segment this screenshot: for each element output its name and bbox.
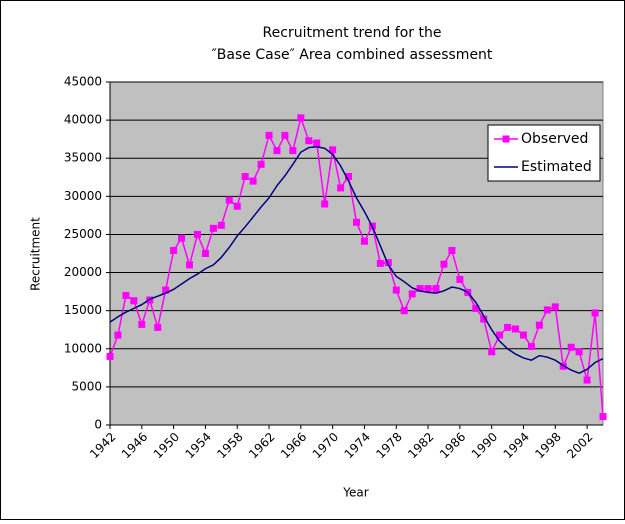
data-point: [345, 173, 353, 181]
legend: [487, 124, 601, 182]
data-point: [138, 320, 146, 328]
series-line: [109, 146, 604, 374]
y-tick-label: 15000: [64, 303, 102, 317]
data-point: [408, 290, 416, 298]
data-point: [122, 291, 130, 299]
data-point: [233, 202, 241, 210]
x-axis-label: Year: [342, 486, 368, 500]
data-point: [360, 237, 368, 245]
data-point: [416, 285, 424, 293]
data-point: [376, 259, 384, 267]
data-point: [257, 160, 265, 168]
chart-title: Recruitment trend for the: [263, 25, 442, 41]
y-tick-label: 20000: [64, 265, 102, 279]
data-point: [297, 114, 305, 122]
y-tick-label: 45000: [64, 75, 102, 89]
data-point: [384, 259, 392, 267]
data-point: [456, 275, 464, 283]
y-axis-label: Recruitment: [29, 217, 43, 291]
data-point: [583, 376, 591, 384]
data-point: [535, 321, 543, 329]
data-point: [472, 304, 480, 312]
y-tick-label: 30000: [64, 189, 102, 203]
data-point: [591, 309, 599, 317]
data-point: [543, 306, 551, 314]
data-point: [353, 218, 360, 226]
data-point: [512, 325, 520, 333]
y-tick-label: 5000: [71, 379, 102, 393]
y-tick-label: 10000: [64, 341, 102, 355]
y-tick-label: 0: [94, 418, 102, 432]
data-point: [321, 200, 329, 208]
legend-label: Estimated: [521, 159, 592, 175]
data-point: [504, 323, 512, 331]
data-point: [178, 234, 186, 242]
data-point: [114, 331, 122, 339]
data-point: [448, 246, 456, 254]
data-point: [170, 246, 178, 254]
data-point: [209, 224, 217, 232]
data-point: [551, 303, 559, 311]
data-point: [154, 323, 162, 331]
data-point: [496, 331, 504, 339]
y-tick-label: 35000: [64, 151, 102, 165]
data-point: [392, 286, 400, 294]
data-point: [432, 285, 440, 293]
data-point: [201, 250, 209, 257]
data-point: [337, 184, 345, 192]
data-point: [313, 139, 321, 147]
data-point: [480, 315, 488, 323]
data-point: [225, 196, 233, 204]
data-point: [329, 146, 337, 154]
data-point: [575, 348, 583, 356]
data-point: [273, 147, 281, 155]
data-point: [106, 352, 114, 360]
data-point: [265, 131, 273, 139]
data-point: [249, 177, 257, 185]
data-point: [241, 173, 249, 181]
data-point: [440, 260, 448, 268]
data-point: [281, 131, 289, 139]
data-point: [400, 307, 408, 315]
data-point: [305, 137, 313, 145]
data-point: [186, 261, 194, 269]
data-point: [130, 297, 138, 305]
chart-title: ″Base Case″ Area combined assessment: [212, 47, 493, 63]
data-point: [527, 342, 535, 350]
data-point: [519, 331, 527, 339]
data-point: [289, 147, 297, 155]
data-point: [488, 348, 496, 356]
data-point: [217, 221, 225, 229]
y-tick-label: 40000: [64, 113, 102, 127]
legend-marker: [502, 135, 510, 143]
legend-label: Observed: [521, 131, 588, 147]
data-point: [162, 286, 170, 294]
data-point: [599, 413, 607, 421]
data-point: [424, 285, 432, 293]
data-point: [193, 230, 201, 238]
y-tick-label: 25000: [64, 227, 102, 241]
data-point: [567, 343, 575, 351]
